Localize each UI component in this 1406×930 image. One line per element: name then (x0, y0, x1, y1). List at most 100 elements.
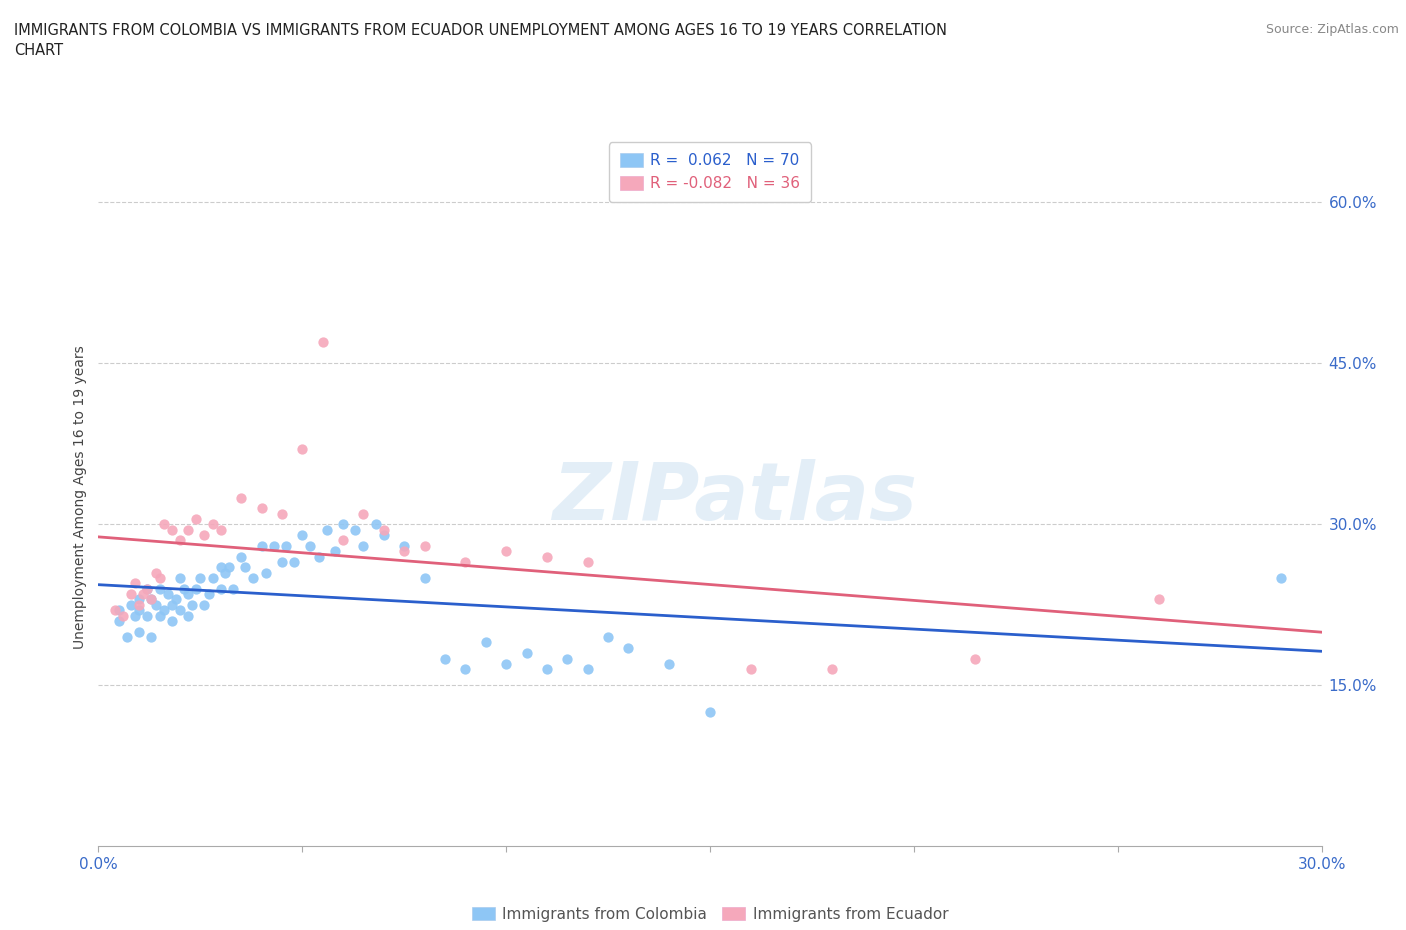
Point (186, 581, 208, 596)
Point (332, 533, 354, 548)
Point (254, 565, 277, 580)
Point (149, 608, 172, 623)
Point (165, 592, 187, 607)
Point (557, 651, 579, 666)
Point (364, 517, 387, 532)
Point (152, 517, 174, 532)
Point (156, 587, 179, 602)
Point (177, 523, 200, 538)
Point (291, 527, 314, 542)
Point (201, 517, 224, 532)
Point (263, 538, 285, 553)
Point (169, 603, 191, 618)
Point (352, 538, 374, 553)
Point (193, 597, 215, 612)
Point (274, 538, 297, 553)
Point (115, 630, 138, 644)
Point (160, 614, 183, 629)
Point (373, 523, 395, 538)
Point (312, 335, 335, 350)
Point (308, 549, 330, 564)
Point (474, 635, 498, 650)
Point (120, 587, 142, 602)
Point (145, 597, 167, 612)
Point (231, 549, 253, 564)
Point (120, 597, 142, 612)
Point (145, 565, 167, 580)
Point (1270, 571, 1292, 586)
Point (128, 603, 150, 618)
Point (149, 581, 172, 596)
Point (454, 662, 477, 677)
Point (598, 630, 620, 644)
Text: ZIPatlas: ZIPatlas (553, 458, 917, 537)
Point (576, 554, 599, 569)
Point (197, 587, 219, 602)
Point (132, 587, 155, 602)
Point (299, 538, 322, 553)
Point (201, 571, 224, 586)
Point (231, 490, 253, 505)
Point (250, 538, 273, 553)
Point (169, 533, 191, 548)
Point (454, 554, 477, 569)
Point (233, 560, 256, 575)
Point (344, 523, 367, 538)
Point (141, 592, 163, 607)
Point (111, 608, 134, 623)
Point (434, 651, 457, 666)
Point (141, 630, 163, 644)
Point (173, 581, 195, 596)
Point (740, 662, 762, 677)
Point (160, 597, 183, 612)
Point (658, 657, 681, 671)
Text: Source: ZipAtlas.com: Source: ZipAtlas.com (1265, 23, 1399, 36)
Point (283, 554, 305, 569)
Point (104, 603, 127, 618)
Point (495, 657, 517, 671)
Point (536, 662, 558, 677)
Point (214, 565, 236, 580)
Point (193, 527, 215, 542)
Point (160, 523, 183, 538)
Point (576, 662, 599, 677)
Point (108, 614, 131, 629)
Point (124, 608, 146, 623)
Point (413, 538, 436, 553)
Point (270, 554, 294, 569)
Point (1147, 592, 1170, 607)
Point (965, 651, 987, 666)
Legend: Immigrants from Colombia, Immigrants from Ecuador: Immigrants from Colombia, Immigrants fro… (464, 899, 956, 929)
Point (495, 544, 517, 559)
Point (186, 512, 208, 526)
Point (136, 581, 159, 596)
Point (315, 523, 337, 538)
Point (181, 597, 204, 612)
Point (270, 506, 294, 521)
Point (128, 592, 150, 607)
Point (209, 523, 232, 538)
Point (177, 608, 200, 623)
Point (177, 587, 200, 602)
Point (250, 501, 273, 516)
Point (352, 506, 374, 521)
Point (323, 544, 346, 559)
Point (291, 442, 314, 457)
Point (108, 603, 131, 618)
Point (821, 662, 844, 677)
Point (392, 544, 416, 559)
Point (209, 560, 232, 575)
Point (169, 571, 191, 586)
Point (152, 603, 174, 618)
Point (149, 571, 172, 586)
Point (699, 705, 721, 720)
Point (332, 517, 354, 532)
Point (242, 571, 264, 586)
Point (128, 597, 150, 612)
Y-axis label: Unemployment Among Ages 16 to 19 years: Unemployment Among Ages 16 to 19 years (73, 346, 87, 649)
Point (209, 581, 232, 596)
Point (413, 571, 436, 586)
Text: IMMIGRANTS FROM COLOMBIA VS IMMIGRANTS FROM ECUADOR UNEMPLOYMENT AMONG AGES 16 T: IMMIGRANTS FROM COLOMBIA VS IMMIGRANTS F… (14, 23, 948, 58)
Point (128, 624, 150, 639)
Point (373, 527, 395, 542)
